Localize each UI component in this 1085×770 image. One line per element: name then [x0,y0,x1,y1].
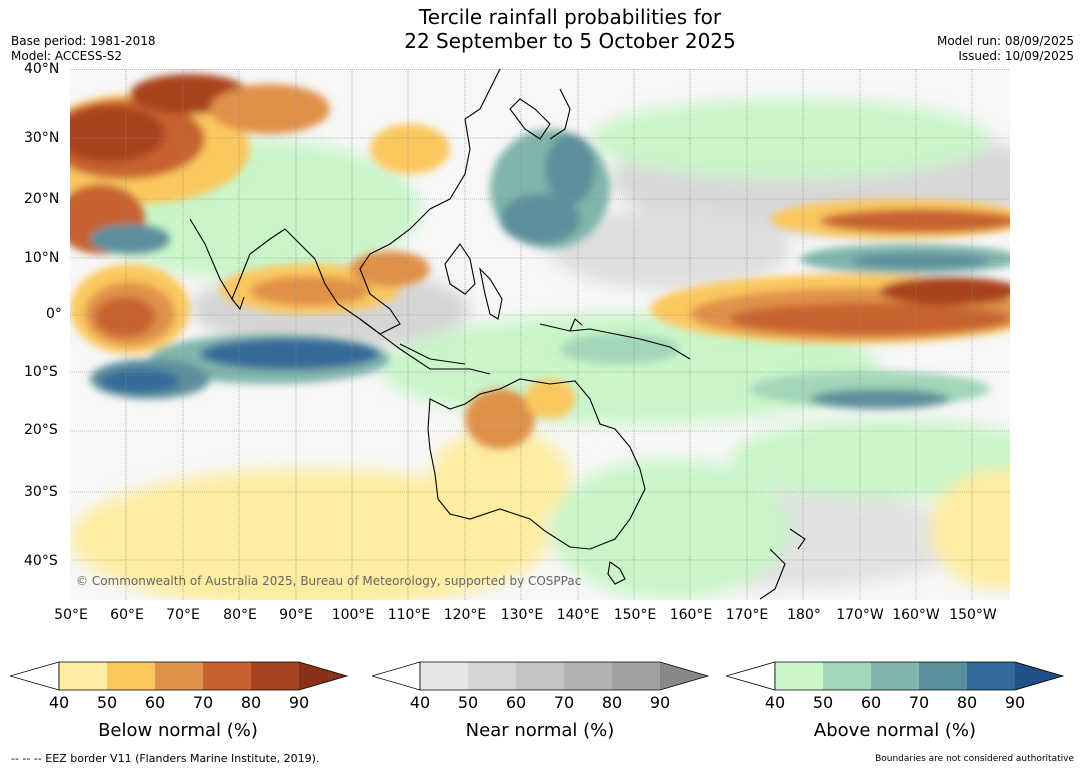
map-title-line1: Tercile rainfall probabilities for [418,5,722,29]
lat-label: 40°N [24,61,60,77]
coastlines [189,69,806,600]
lon-label: 130°E [500,607,544,623]
above-normal-title: Above normal (%) [813,720,977,741]
above-tick: 50 [812,693,834,712]
probability-map [70,69,1010,600]
lon-label: 120°E [443,607,487,623]
below-tick: 50 [96,693,118,712]
colorbar-near [372,661,710,691]
near-tick: 70 [553,693,575,712]
near-tick: 60 [505,693,527,712]
above-tick: 80 [956,693,978,712]
lon-label: 70°E [166,607,200,623]
map-title-line2: 22 September to 5 October 2025 [404,29,736,53]
lon-label: 160°W [892,607,940,623]
above-tick: 40 [764,693,786,712]
graticule [70,69,1010,600]
near-tick: 80 [601,693,623,712]
lat-label: 20°S [24,422,58,438]
lat-label: 30°S [24,484,58,500]
near-tick: 50 [457,693,479,712]
model-run: Model run: 08/09/2025 [936,34,1074,48]
lat-label: 20°N [24,191,60,207]
colorbar-above [726,661,1065,691]
below-tick: 40 [48,693,70,712]
model-name: Model: ACCESS-S2 [11,49,123,63]
colorbar-below [10,661,349,691]
below-tick: 70 [192,693,214,712]
boundaries-disclaimer: Boundaries are not considered authoritat… [875,754,1074,764]
base-period: Base period: 1981-2018 [11,34,156,48]
lon-label: 140°E [556,607,600,623]
near-tick: 90 [649,693,671,712]
issued-date: Issued: 10/09/2025 [958,49,1074,63]
above-tick: 90 [1004,693,1026,712]
lon-label: 150°E [613,607,657,623]
lat-label: 40°S [24,553,58,569]
below-tick: 60 [144,693,166,712]
lat-label: 30°N [24,130,60,146]
lon-label: 100°E [331,607,375,623]
lon-label: 170°E [725,607,769,623]
eez-border-note: -- -- -- EEZ border V11 (Flanders Marine… [11,752,320,765]
lon-label: 90°E [279,607,313,623]
near-normal-title: Near normal (%) [465,720,615,741]
near-tick: 40 [409,693,431,712]
lon-label: 170°W [836,607,884,623]
lon-label: 80°E [223,607,257,623]
lat-label: 10°S [24,364,58,380]
lat-label: 0° [46,306,62,322]
above-tick: 60 [860,693,882,712]
colorbar-below-swatch [59,662,107,690]
lon-label: 110°E [387,607,431,623]
copyright-text: © Commonwealth of Australia 2025, Bureau… [76,574,582,588]
lon-label: 50°E [54,607,88,623]
above-tick: 70 [908,693,930,712]
lon-label: 160°E [669,607,713,623]
lon-label: 180° [787,607,821,623]
below-normal-title: Below normal (%) [98,720,258,741]
lat-label: 10°N [24,250,60,266]
below-tick: 80 [240,693,262,712]
lon-label: 60°E [110,607,144,623]
lon-label: 150°W [949,607,997,623]
below-tick: 90 [288,693,310,712]
